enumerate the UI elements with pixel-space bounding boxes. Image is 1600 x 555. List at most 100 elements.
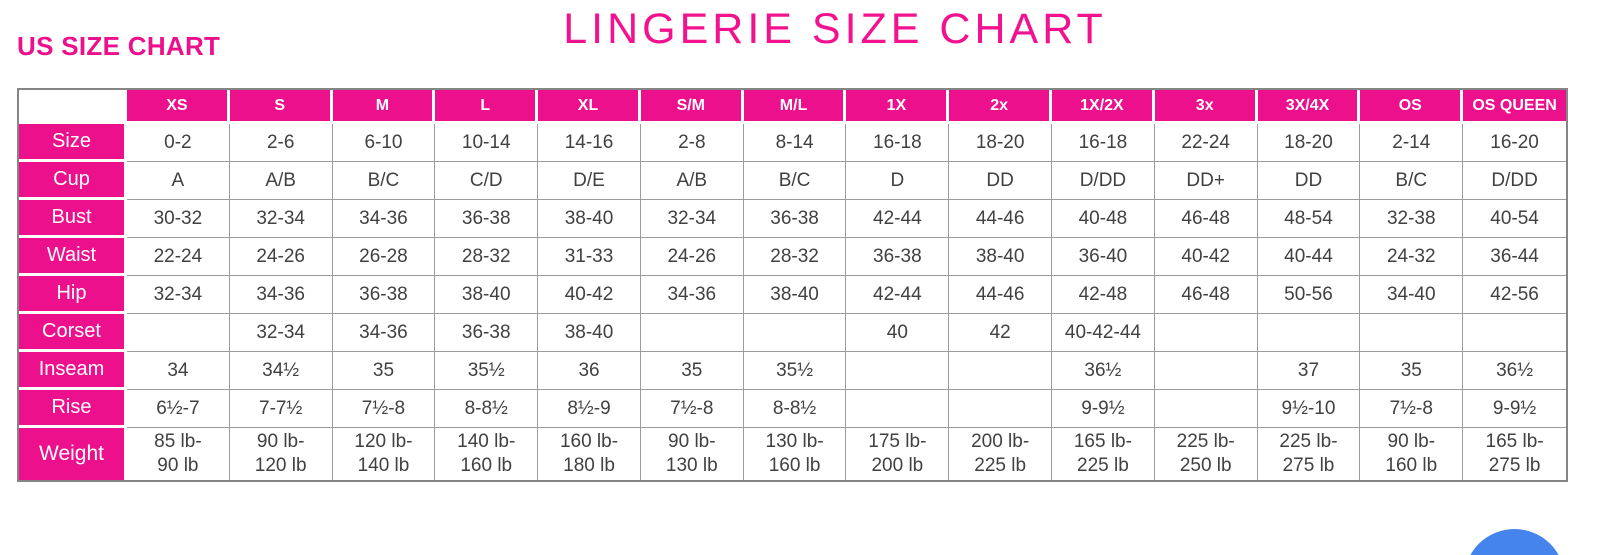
data-cell: 24-32 [1360, 238, 1464, 276]
data-cell: 36-38 [743, 200, 847, 238]
table-row-cup: Cup A A/B B/C C/D D/E A/B B/C D DD D/DD DD+ DD B/C D/D… [19, 162, 1566, 200]
data-cell: C/D [435, 162, 539, 200]
data-cell: 2-14 [1360, 124, 1464, 162]
data-cell: D/DD [1052, 162, 1155, 200]
data-cell: D/DD [1463, 162, 1566, 200]
us-size-chart-label: US SIZE CHART [17, 31, 221, 61]
data-cell: 34-36 [332, 314, 436, 352]
data-cell: 8½-9 [538, 390, 641, 428]
size-chart-table: XS S M L XL S/M M/L 1X 2x 1X/2X 3x 3X/4X OS OS QUEEN S… [17, 88, 1568, 482]
data-cell: 36 [538, 352, 641, 390]
data-cell: 40-44 [1257, 238, 1361, 276]
column-header-l: L [435, 90, 539, 124]
column-header-os-queen: OS QUEEN [1463, 90, 1566, 124]
data-cell: 225 lb- 275 lb [1257, 428, 1361, 480]
data-cell: 90 lb- 120 lb [229, 428, 333, 480]
data-cell: 85 lb- 90 lb [127, 428, 230, 480]
row-header-bust: Bust [19, 200, 127, 238]
data-cell: 42-48 [1052, 276, 1155, 314]
data-cell: 165 lb- 275 lb [1463, 428, 1566, 480]
column-header-m-l: M/L [743, 90, 847, 124]
column-header-3x-4x: 3X/4X [1257, 90, 1361, 124]
data-cell: 38-40 [538, 200, 641, 238]
data-cell: 7½-8 [332, 390, 436, 428]
data-cell: 24-26 [640, 238, 744, 276]
data-cell [846, 390, 950, 428]
data-cell: DD [1257, 162, 1361, 200]
data-cell: 6-10 [332, 124, 436, 162]
data-cell: 32-34 [229, 200, 333, 238]
data-cell: 26-28 [332, 238, 436, 276]
size-chart-grid: XS S M L XL S/M M/L 1X 2x 1X/2X 3x 3X/4X OS OS QUEEN S… [19, 90, 1566, 480]
data-cell: 36-44 [1463, 238, 1566, 276]
data-cell [949, 390, 1053, 428]
data-cell: 2-6 [229, 124, 333, 162]
data-cell: 22-24 [1154, 124, 1258, 162]
data-cell [1154, 352, 1258, 390]
table-row-waist: Waist 22-24 24-26 26-28 28-32 31-33 24-26 28-32… [19, 238, 1566, 276]
column-header-m: M [332, 90, 436, 124]
data-cell: 16-20 [1463, 124, 1566, 162]
data-cell: 7½-8 [1360, 390, 1464, 428]
data-cell: A/B [640, 162, 744, 200]
data-cell: 7-7½ [229, 390, 333, 428]
data-cell: B/C [332, 162, 436, 200]
data-cell [846, 352, 950, 390]
data-cell: D/E [538, 162, 641, 200]
page-title: LINGERIE SIZE CHART [563, 5, 1107, 53]
data-cell: 90 lb- 160 lb [1360, 428, 1464, 480]
data-cell: 34-36 [229, 276, 333, 314]
data-cell: 37 [1257, 352, 1361, 390]
data-cell: 31-33 [538, 238, 641, 276]
column-header-os: OS [1360, 90, 1464, 124]
data-cell: 35 [332, 352, 436, 390]
data-cell: 42-56 [1463, 276, 1566, 314]
data-cell: 40-54 [1463, 200, 1566, 238]
table-row-size: Size 0-2 2-6 6-10 10-14 14-16 2-8 8-14 16-18 18-2… [19, 124, 1566, 162]
data-cell [1360, 314, 1464, 352]
row-header-cup: Cup [19, 162, 127, 200]
table-row-inseam: Inseam 34 34½ 35 35½ 36 35 35½ 36½ 37 35 36½ [19, 352, 1566, 390]
row-header-weight: Weight [19, 428, 127, 480]
corner-cell [19, 90, 127, 124]
data-cell: 36-38 [846, 238, 950, 276]
data-cell: 6½-7 [127, 390, 230, 428]
data-cell: 120 lb- 140 lb [332, 428, 436, 480]
data-cell: 18-20 [1257, 124, 1361, 162]
data-cell: 44-46 [949, 276, 1053, 314]
data-cell: B/C [1360, 162, 1464, 200]
data-cell: 14-16 [538, 124, 641, 162]
data-cell: 40-42 [538, 276, 641, 314]
data-cell: 38-40 [949, 238, 1053, 276]
data-cell: 38-40 [435, 276, 539, 314]
data-cell: 46-48 [1154, 200, 1258, 238]
data-cell [1257, 314, 1361, 352]
data-cell: 0-2 [127, 124, 230, 162]
chat-widget-button[interactable] [1464, 529, 1565, 555]
data-cell: 36½ [1463, 352, 1566, 390]
data-cell: 32-38 [1360, 200, 1464, 238]
data-cell: D [846, 162, 950, 200]
data-cell: 34-40 [1360, 276, 1464, 314]
data-cell [1154, 390, 1258, 428]
data-cell: 30-32 [127, 200, 230, 238]
data-cell: 140 lb- 160 lb [435, 428, 539, 480]
row-header-hip: Hip [19, 276, 127, 314]
column-header-2x: 2x [949, 90, 1053, 124]
column-header-3x: 3x [1154, 90, 1258, 124]
data-cell: 22-24 [127, 238, 230, 276]
data-cell: 35 [640, 352, 744, 390]
data-cell: 36½ [1052, 352, 1155, 390]
data-cell: 35½ [743, 352, 847, 390]
data-cell: 35½ [435, 352, 539, 390]
data-cell: 130 lb- 160 lb [743, 428, 847, 480]
data-cell: 36-38 [435, 200, 539, 238]
data-cell: 40-42 [1154, 238, 1258, 276]
data-cell: 42-44 [846, 200, 950, 238]
data-cell: 34 [127, 352, 230, 390]
data-cell: 32-34 [127, 276, 230, 314]
row-header-rise: Rise [19, 390, 127, 428]
data-cell: DD [949, 162, 1053, 200]
data-cell: 24-26 [229, 238, 333, 276]
